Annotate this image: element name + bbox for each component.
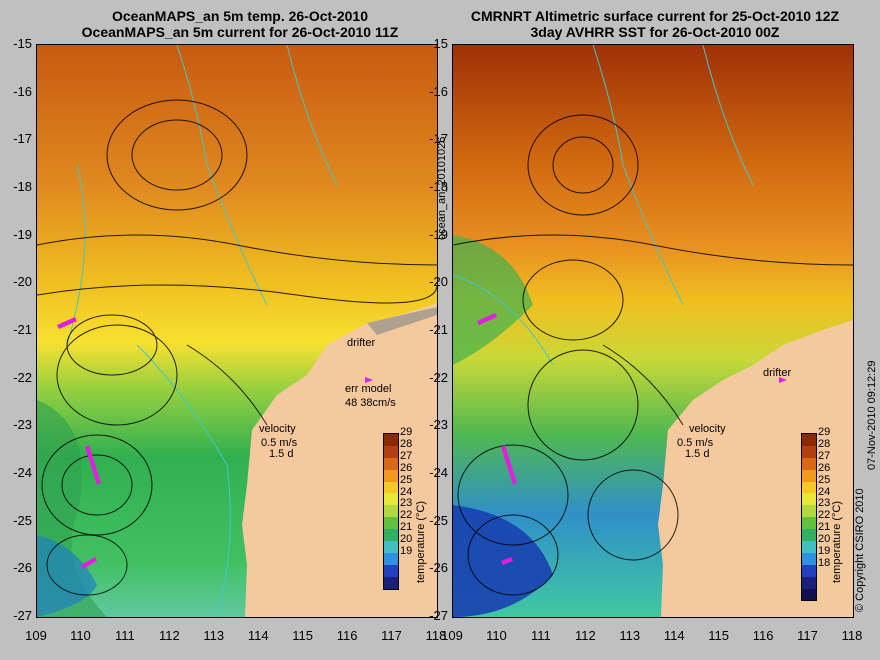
colorbar-tick-label: 24 <box>400 485 413 498</box>
left-err-model-value: 48 38cm/s <box>345 397 396 409</box>
longitude-tick-label: 117 <box>381 628 402 643</box>
latitude-tick-label: -15 <box>429 36 448 51</box>
latitude-tick-label: -19 <box>13 226 32 242</box>
right-velocity-days: 1.5 d <box>685 448 710 460</box>
colorbar-tick-label: 21 <box>400 521 413 534</box>
left-velocity-days: 1.5 d <box>269 448 294 460</box>
longitude-tick-label: 109 <box>441 628 463 643</box>
colorbar-tick-label: 20 <box>400 533 413 546</box>
right-title-line1: CMRNRT Altimetric surface current for 25… <box>470 8 840 24</box>
longitude-tick-label: 117 <box>797 628 818 643</box>
colorbar-tick-label: 26 <box>400 461 413 474</box>
colorbar-tick-label: 28 <box>400 437 413 450</box>
colorbar-tick-label: 19 <box>400 545 413 557</box>
left-title-line1: OceanMAPS_an 5m temp. 26-Oct-2010 <box>112 8 368 24</box>
longitude-tick-label: 116 <box>752 628 774 643</box>
latitude-tick-label: -17 <box>13 131 32 147</box>
colorbar-tick-label: 20 <box>818 533 831 546</box>
longitude-tick-label: 109 <box>25 628 47 643</box>
longitude-tick-label: 110 <box>70 628 91 643</box>
latitude-tick-label: -17 <box>429 131 448 147</box>
longitude-tick-label: 111 <box>114 628 135 643</box>
latitude-tick-label: -25 <box>429 512 448 528</box>
longitude-tick-label: 111 <box>530 628 551 643</box>
longitude-tick-label: 113 <box>203 628 225 643</box>
latitude-tick-label: -26 <box>429 560 448 576</box>
colorbar-tick-label: 25 <box>818 473 831 486</box>
colorbar-tick-label: 18 <box>818 556 831 569</box>
colorbar-tick-label: 27 <box>400 449 413 462</box>
colorbar-tick-label: 25 <box>400 473 413 486</box>
left-velocity-label: velocity <box>259 423 296 435</box>
left-colorbar <box>383 433 399 590</box>
longitude-tick-label: 113 <box>619 628 641 643</box>
longitude-tick-label: 112 <box>574 628 596 643</box>
latitude-tick-label: -24 <box>13 465 32 480</box>
latitude-tick-label: -23 <box>429 417 448 433</box>
colorbar-tick-label: 19 <box>818 545 831 557</box>
right-velocity-scale: 0.5 m/s <box>677 437 714 449</box>
longitude-tick-label: 115 <box>708 628 730 643</box>
latitude-tick-label: -27 <box>13 608 32 623</box>
longitude-tick-label: 116 <box>336 628 358 643</box>
colorbar-tick-label: 29 <box>400 426 413 438</box>
longitude-tick-label: 110 <box>486 628 507 643</box>
latitude-tick-label: -18 <box>13 179 32 194</box>
latitude-tick-label: -16 <box>429 83 448 99</box>
latitude-tick-label: -22 <box>13 369 32 385</box>
latitude-tick-label: -20 <box>429 274 448 290</box>
colorbar-tick-label: 22 <box>818 509 831 522</box>
left-err-model-label: err model <box>345 383 392 395</box>
colorbar-tick-label: 28 <box>818 437 831 450</box>
longitude-tick-label: 115 <box>292 628 314 643</box>
latitude-tick-label: -27 <box>429 608 448 623</box>
latitude-tick-label: -16 <box>13 83 32 99</box>
timestamp-label: 07-Nov-2010 09:12:29 <box>866 360 878 470</box>
left-drifter-label: drifter <box>347 337 376 349</box>
file-id-label: ocean_an_20101026 <box>436 136 448 240</box>
latitude-tick-label: -24 <box>429 465 448 480</box>
right-sst-field <box>453 45 853 617</box>
right-drifter-tracks <box>477 313 787 565</box>
latitude-tick-label: -21 <box>13 322 32 337</box>
latitude-tick-label: -18 <box>429 179 448 194</box>
left-current-vectors <box>37 99 437 596</box>
longitude-tick-label: 112 <box>158 628 180 643</box>
right-colorbar-label: temperature (°C) <box>831 500 843 583</box>
right-velocity-label: velocity <box>689 423 726 435</box>
longitude-tick-label: 114 <box>247 628 269 643</box>
left-drifter-tracks <box>57 317 373 569</box>
colorbar-tick-label: 21 <box>818 521 831 534</box>
copyright-label: © Copyright CSIRO 2010 <box>854 488 866 612</box>
right-colorbar <box>801 433 817 602</box>
latitude-tick-label: -19 <box>429 226 448 242</box>
left-velocity-scale: 0.5 m/s <box>261 437 298 449</box>
colorbar-tick-label: 26 <box>818 461 831 474</box>
colorbar-tick-label: 24 <box>818 485 831 498</box>
longitude-tick-label: 118 <box>841 628 863 643</box>
right-title-line2: 3day AVHRR SST for 26-Oct-2010 00Z <box>530 24 780 40</box>
colorbar-tick-label: 22 <box>400 509 413 522</box>
left-sst-field <box>37 45 437 617</box>
latitude-tick-label: -15 <box>13 36 32 51</box>
longitude-tick-label: 114 <box>663 628 685 643</box>
latitude-tick-label: -21 <box>429 322 448 337</box>
left-panel-title: OceanMAPS_an 5m temp. 26-Oct-2010 OceanM… <box>40 8 440 40</box>
right-drifter-label: drifter <box>763 367 792 379</box>
left-title-line2: OceanMAPS_an 5m current for 26-Oct-2010 … <box>81 24 399 40</box>
longitude-tick-label: 118 <box>425 628 447 643</box>
right-panel-title: CMRNRT Altimetric surface current for 25… <box>450 8 860 40</box>
colorbar-tick-label: 23 <box>818 497 831 510</box>
right-current-vectors <box>453 114 853 596</box>
latitude-tick-label: -22 <box>429 369 448 385</box>
left-map-panel: drifter err model 48 38cm/s velocity 0.5… <box>36 44 438 618</box>
colorbar-tick-label: 27 <box>818 449 831 462</box>
colorbar-tick-label: 29 <box>818 426 831 438</box>
right-map-panel: drifter velocity 0.5 m/s 1.5 d temperatu… <box>452 44 854 618</box>
latitude-tick-label: -25 <box>13 512 32 528</box>
latitude-tick-label: -26 <box>13 560 32 576</box>
latitude-tick-label: -20 <box>13 274 32 290</box>
latitude-tick-label: -23 <box>13 417 32 433</box>
colorbar-tick-label: 23 <box>400 497 413 510</box>
